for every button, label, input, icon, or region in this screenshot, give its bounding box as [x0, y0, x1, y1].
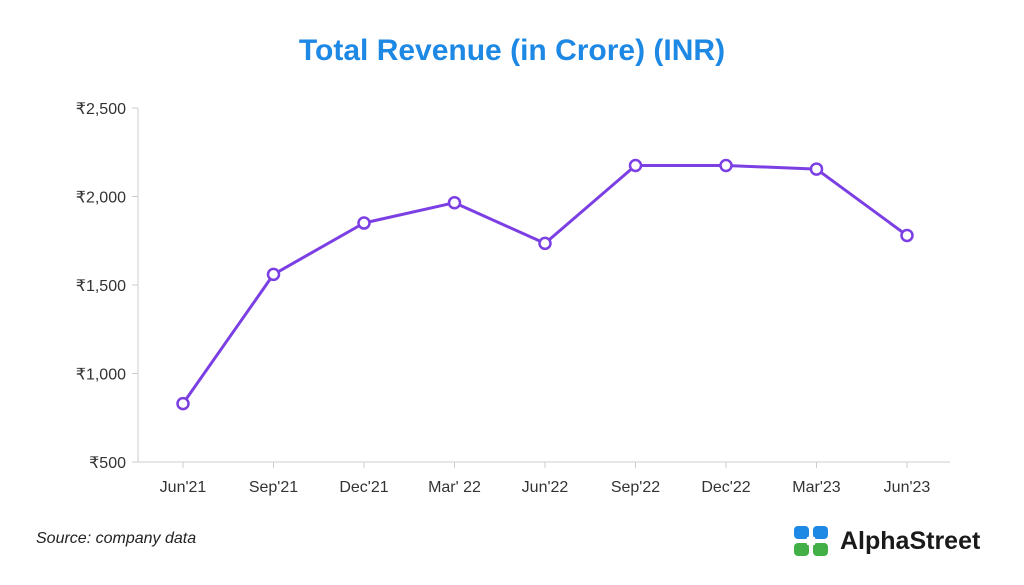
- revenue-point: [357, 216, 371, 230]
- brand-logo: AlphaStreet: [794, 526, 980, 556]
- revenue-point: [266, 267, 281, 282]
- alphastreet-logo-icon: [794, 526, 828, 556]
- y-tick-label: ₹1,000: [76, 367, 126, 384]
- x-tick-label: Jun'21: [160, 479, 207, 496]
- chart-title: Total Revenue (in Crore) (INR): [298, 34, 726, 67]
- y-tick-label: ₹1,500: [76, 278, 126, 295]
- y-tick-label: ₹500: [89, 455, 126, 472]
- x-tick-label: Sep'21: [249, 479, 298, 496]
- revenue-point: [538, 236, 552, 251]
- x-tick-label: Mar' 22: [428, 479, 481, 496]
- revenue-point: [809, 162, 824, 176]
- revenue-point: [719, 158, 733, 173]
- x-tick-label: Jun'23: [884, 479, 931, 496]
- x-tick-label: Dec'21: [339, 479, 388, 496]
- x-tick-label: Dec'22: [701, 479, 750, 496]
- revenue-point: [176, 396, 190, 411]
- y-tick-label: ₹2,500: [76, 101, 126, 118]
- revenue-point: [447, 195, 462, 210]
- revenue-point: [900, 228, 914, 243]
- revenue-point: [628, 158, 643, 173]
- brand-name: AlphaStreet: [840, 526, 981, 555]
- source-note: Source: company data: [36, 530, 197, 547]
- y-tick-label: ₹2,000: [76, 190, 126, 207]
- x-tick-label: Sep'22: [611, 479, 660, 496]
- x-tick-label: Mar'23: [792, 479, 841, 496]
- revenue-line: [181, 164, 908, 405]
- x-tick-label: Jun'22: [522, 479, 569, 496]
